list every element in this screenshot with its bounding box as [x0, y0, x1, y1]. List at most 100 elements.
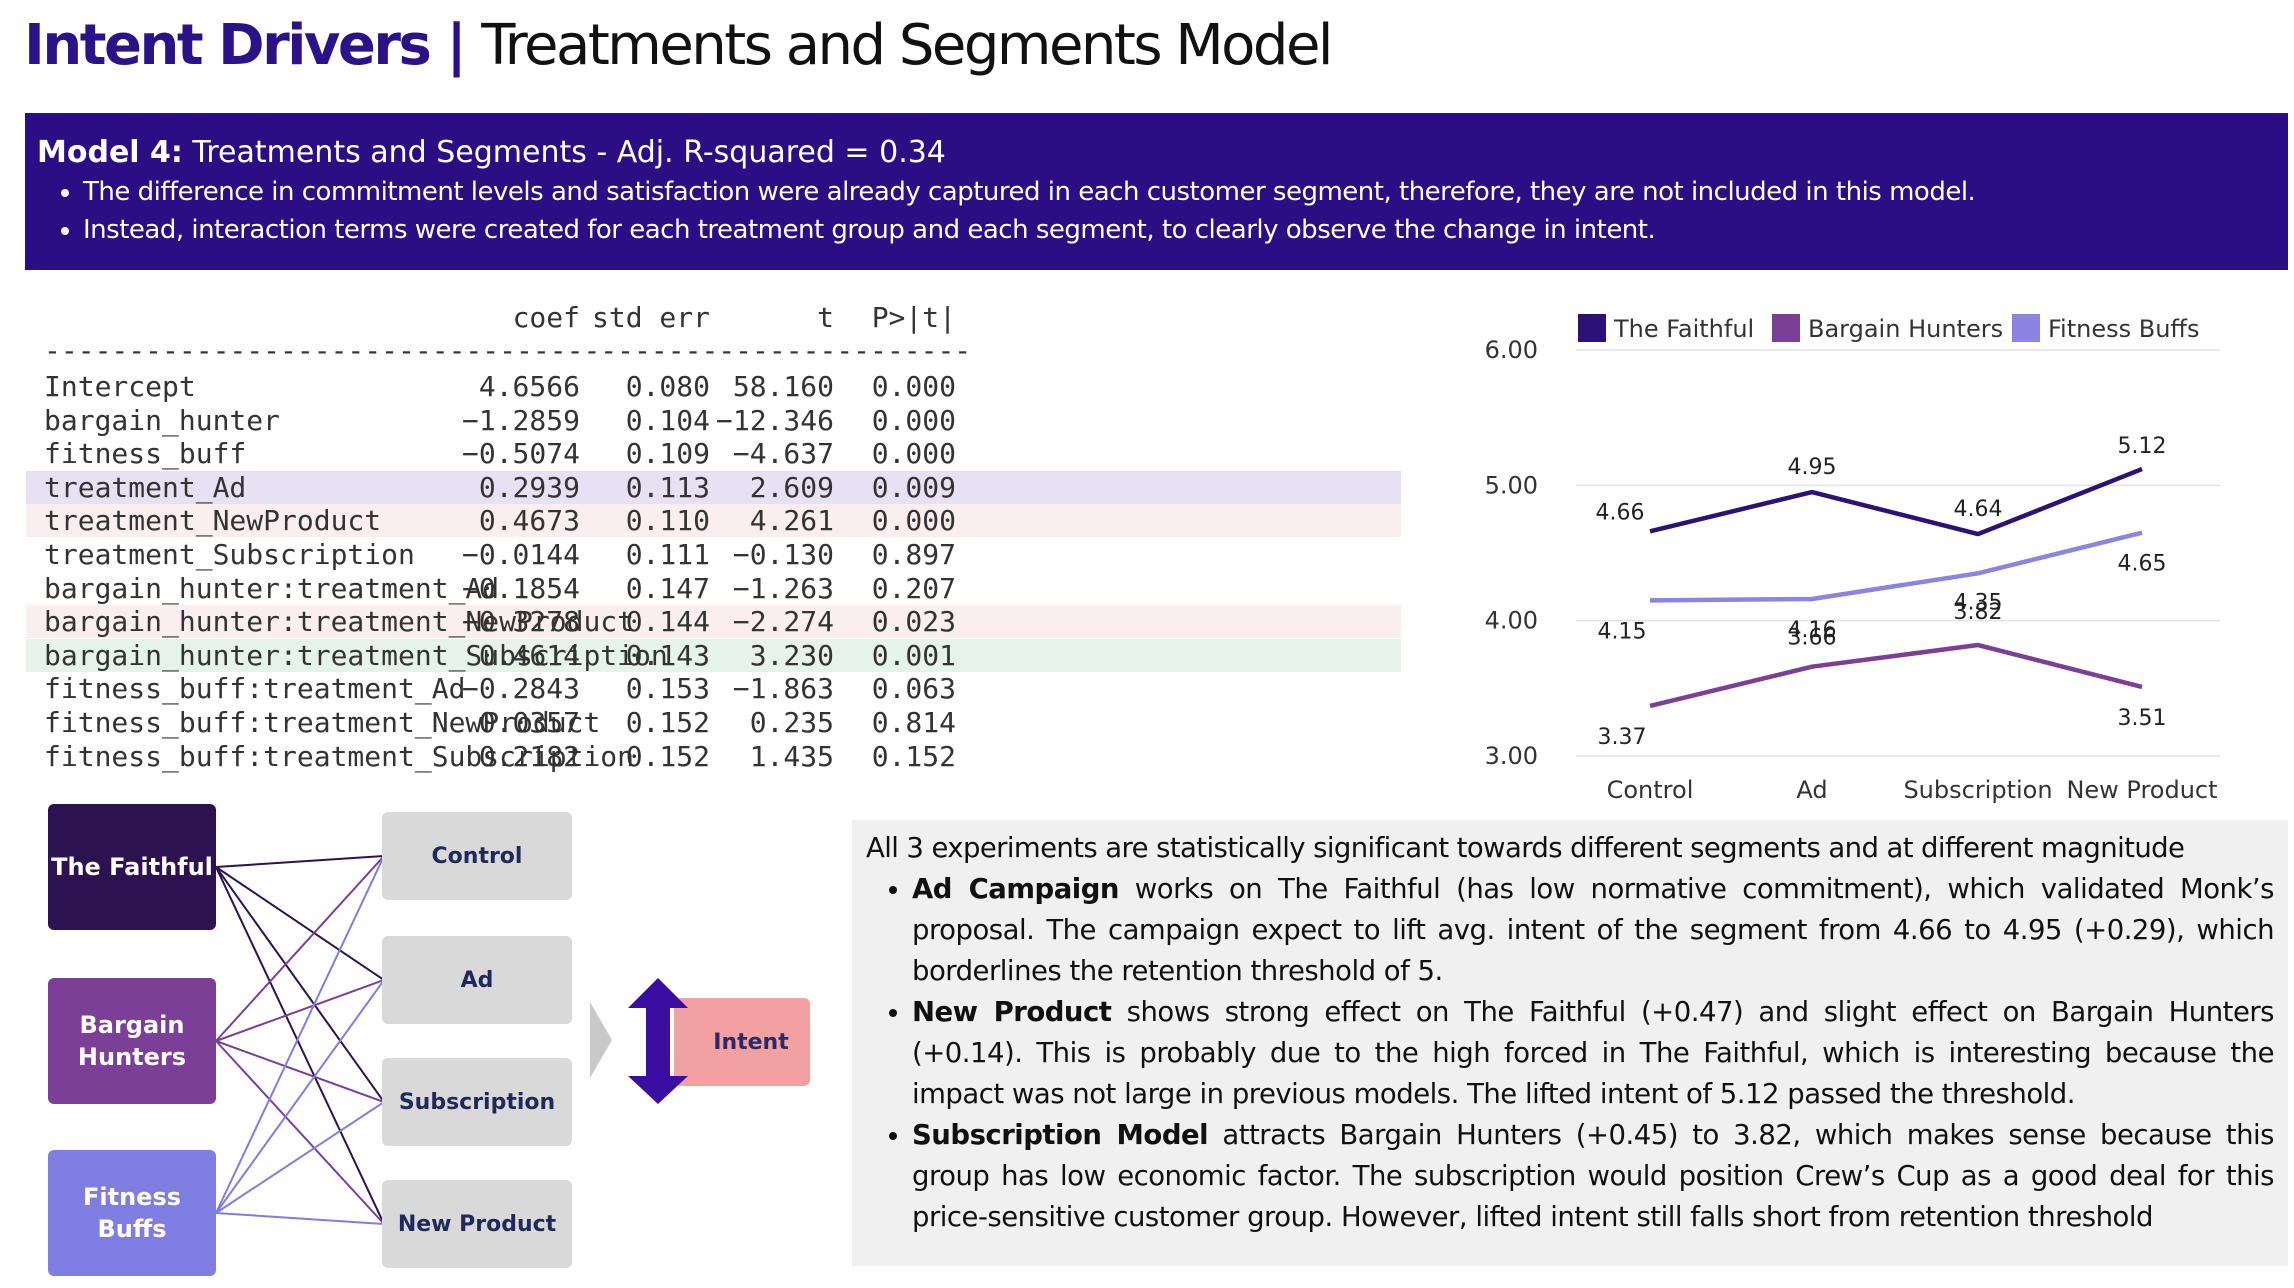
variable-name: fitness_buff:treatment_Subscription: [44, 739, 635, 773]
cell-p: 0.000: [871, 370, 956, 403]
cell-se: 0.113: [625, 470, 710, 504]
legend-label: Bargain Hunters: [1808, 315, 2003, 343]
table-row: bargain_hunter −1.2859 0.104 −12.346 0.000: [26, 404, 1401, 437]
variable-name: treatment_Ad: [44, 470, 247, 504]
finding-text: works on The Faithful (has low normative…: [912, 873, 2275, 987]
cell-p: 0.814: [871, 706, 956, 739]
treatment-node-new-product: New Product: [382, 1180, 572, 1268]
cell-t: 3.230: [749, 638, 834, 672]
column-header: P>|t|: [871, 301, 956, 334]
column-header: t: [817, 301, 834, 334]
cell-p: 0.009: [871, 470, 956, 504]
variable-name: treatment_NewProduct: [44, 504, 382, 538]
data-label: 4.95: [1788, 455, 1837, 480]
cell-se: 0.104: [625, 403, 710, 437]
cell-t: −12.346: [715, 403, 834, 437]
x-tick-label: New Product: [2066, 776, 2217, 804]
table-row: fitness_buff:treatment_Subscription 0.218…: [26, 740, 1401, 773]
table-row: Intercept 4.6566 0.080 58.160 0.000: [26, 370, 1401, 403]
model-banner: Model 4: Treatments and Segments - Adj. …: [25, 113, 2288, 270]
table-row: treatment_Ad 0.2939 0.113 2.609 0.009: [26, 470, 1401, 504]
variable-name: bargain_hunter:treatment_Ad: [44, 571, 500, 605]
treatment-segment-diagram: The Faithful Bargain Hunters Fitness Buf…: [40, 800, 840, 1280]
x-tick-label: Subscription: [1903, 776, 2052, 804]
segment-label: Bargain Hunters: [77, 1011, 187, 1071]
treatment-label: New Product: [397, 1211, 557, 1237]
finding-text: shows strong effect on The Faithful (+0.…: [912, 996, 2275, 1110]
cell-se: 0.144: [625, 605, 710, 639]
cell-se: 0.152: [625, 706, 710, 739]
legend-swatch: [2012, 314, 2040, 342]
treatment-node-subscription: Subscription: [382, 1058, 572, 1146]
findings-lead: All 3 experiments are statistically sign…: [866, 832, 2185, 864]
cell-coef: −0.5074: [461, 437, 580, 471]
cell-t: 4.261: [749, 504, 834, 538]
cell-coef: 0.2939: [478, 470, 580, 504]
legend-label: The Faithful: [1613, 315, 1754, 343]
outcome-node-intent: Intent: [674, 998, 810, 1086]
banner-bullets: The difference in commitment levels and …: [37, 173, 2288, 249]
cell-t: −0.130: [732, 538, 834, 571]
variable-name: fitness_buff:treatment_NewProduct: [44, 706, 601, 739]
cell-t: −1.863: [732, 672, 834, 706]
table-header: coef std err t P>|t|: [26, 298, 1426, 338]
y-tick-label: 3.00: [1485, 742, 1538, 770]
table-row: fitness_buff:treatment_Ad −0.2843 0.153 −1.…: [26, 672, 1401, 705]
table-row: bargain_hunter:treatment_Subscription 0.4…: [26, 638, 1401, 672]
table-row: fitness_buff −0.5074 0.109 −4.637 0.000: [26, 437, 1401, 470]
data-label: 3.51: [2118, 706, 2167, 731]
column-header: coef: [512, 301, 580, 334]
connector-line: [215, 855, 385, 868]
legend-label: Fitness Buffs: [2048, 315, 2199, 343]
data-label: 4.66: [1596, 500, 1645, 525]
cell-coef: −0.2843: [461, 672, 580, 706]
y-tick-label: 5.00: [1485, 471, 1538, 499]
cell-coef: 0.2182: [478, 739, 580, 773]
cell-p: 0.152: [871, 739, 956, 773]
cell-p: 0.063: [871, 672, 956, 706]
model-description: Treatments and Segments - Adj. R-squared…: [182, 135, 946, 170]
table-row: bargain_hunter:treatment_Ad −0.1854 0.147−…: [26, 572, 1401, 605]
segment-label: The Faithful: [51, 853, 213, 881]
treatment-node-ad: Ad: [382, 936, 572, 1024]
cell-p: 0.001: [871, 638, 956, 672]
connector-line: [215, 1040, 385, 1225]
cell-t: −2.274: [732, 605, 834, 639]
legend-swatch: [1772, 314, 1800, 342]
regression-table: coef std err t P>|t| -----------------------…: [26, 298, 1426, 798]
findings-list: Ad Campaign works on The Faithful (has l…: [866, 869, 2275, 1238]
connector-line: [215, 855, 385, 1042]
connector-line: [215, 866, 385, 1103]
table-divider: ----------------------------------------…: [44, 334, 976, 367]
variable-name: fitness_buff: [44, 437, 247, 471]
finding-text: attracts Bargain Hunters (+0.45) to 3.82…: [912, 1119, 2275, 1233]
column-header: std err: [591, 301, 710, 334]
cell-p: 0.000: [871, 437, 956, 471]
cell-coef: −1.2859: [461, 403, 580, 437]
treatment-node-control: Control: [382, 812, 572, 900]
cell-t: −4.637: [732, 437, 834, 471]
cell-t: 58.160: [732, 370, 834, 403]
title-separator: |: [429, 13, 482, 78]
variable-name: bargain_hunter: [44, 403, 281, 437]
x-tick-label: Control: [1607, 776, 1694, 804]
cell-se: 0.147: [625, 571, 710, 605]
segment-node-bargain-hunters: Bargain Hunters: [48, 978, 216, 1104]
series-line-bargain-hunters: [1649, 642, 2143, 709]
data-label: 3.37: [1598, 725, 1647, 750]
connector-line: [215, 855, 385, 1214]
connector-lines: [215, 855, 385, 1225]
cell-se: 0.110: [625, 504, 710, 538]
cell-coef: −0.1854: [461, 571, 580, 605]
page-title: Intent Drivers | Treatments and Segments…: [24, 12, 1333, 80]
title-rest: Treatments and Segments Model: [481, 13, 1333, 78]
data-label: 4.64: [1954, 497, 2003, 522]
variable-name: treatment_Subscription: [44, 538, 415, 571]
segment-node-the-faithful: The Faithful: [48, 804, 216, 930]
cell-se: 0.111: [625, 538, 710, 571]
x-tick-label: Ad: [1796, 776, 1827, 804]
connector-line: [215, 1040, 385, 1103]
variable-name: fitness_buff:treatment_Ad: [44, 672, 466, 706]
cell-se: 0.143: [625, 638, 710, 672]
variable-name: bargain_hunter:treatment_Subscription: [44, 638, 668, 672]
